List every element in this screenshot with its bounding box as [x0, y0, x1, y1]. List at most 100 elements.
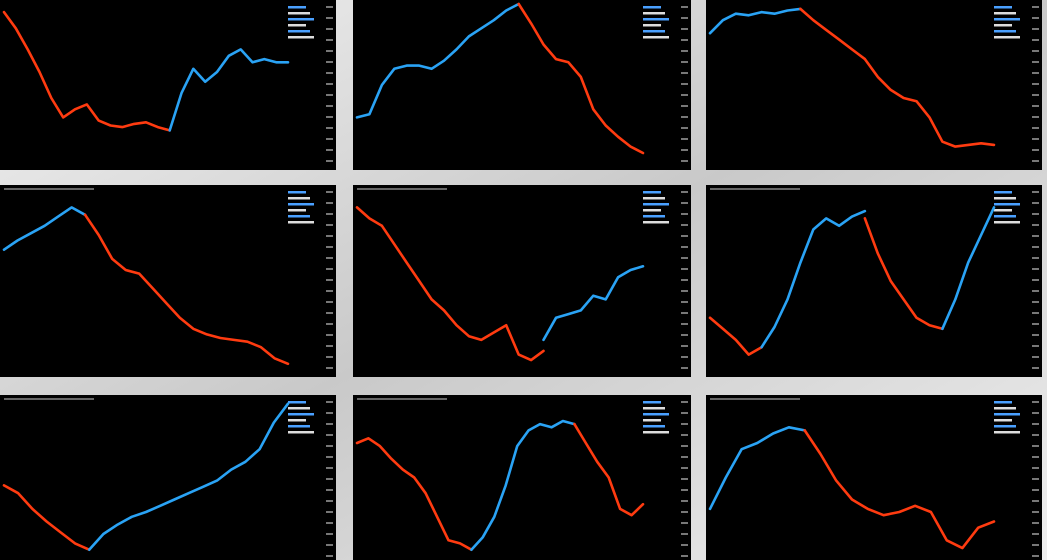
axis-label-placeholder — [1032, 489, 1039, 491]
chart-window — [0, 0, 336, 170]
chart-window — [0, 395, 336, 560]
axis-label-placeholder — [681, 28, 688, 30]
axis-label-placeholder — [1032, 257, 1039, 259]
axis-label-placeholder — [326, 467, 333, 469]
axis-label-placeholder — [1032, 202, 1039, 204]
window-caption — [4, 188, 94, 190]
axis-label-placeholder — [326, 224, 333, 226]
axis-label-placeholder — [681, 533, 688, 535]
axis-label-placeholder — [326, 356, 333, 358]
axis-label-placeholder — [326, 6, 333, 8]
axis-label-placeholder — [326, 138, 333, 140]
axis-label-placeholder — [1032, 367, 1039, 369]
info-bar — [288, 419, 306, 422]
axis-label-placeholder — [326, 334, 333, 336]
axis-label-placeholder — [681, 434, 688, 436]
axis-label-placeholder — [326, 445, 333, 447]
axis-label-placeholder — [1032, 279, 1039, 281]
axis-label-placeholder — [326, 83, 333, 85]
chart-panel — [0, 0, 336, 170]
info-bar — [288, 407, 310, 410]
info-bar — [288, 425, 310, 428]
axis-label-placeholder — [1032, 127, 1039, 129]
axis-label-placeholder — [326, 456, 333, 458]
axis-label-placeholder — [681, 257, 688, 259]
info-bar — [288, 36, 314, 39]
info-bar — [994, 215, 1016, 218]
axis-label-placeholder — [681, 323, 688, 325]
axis-label-placeholder — [681, 356, 688, 358]
axis-label-placeholder — [326, 367, 333, 369]
axis-label-placeholder — [326, 312, 333, 314]
axis-label-placeholder — [326, 489, 333, 491]
axis-label-placeholder — [1032, 345, 1039, 347]
chart-window — [0, 185, 336, 377]
info-bar — [288, 18, 314, 21]
chart-panel — [0, 185, 336, 377]
price-line — [2, 484, 91, 552]
axis-label-placeholder — [681, 72, 688, 74]
axis-label-placeholder — [1032, 94, 1039, 96]
info-bar — [288, 413, 314, 416]
axis-label-placeholder — [681, 6, 688, 8]
axis-label-placeholder — [1032, 17, 1039, 19]
axis-label-placeholder — [1032, 116, 1039, 118]
axis-label-placeholder — [1032, 138, 1039, 140]
axis-label-placeholder — [681, 301, 688, 303]
axis-label-placeholder — [1032, 213, 1039, 215]
axis-label-placeholder — [681, 511, 688, 513]
info-bar — [288, 30, 310, 33]
info-bar — [643, 401, 661, 404]
axis-label-placeholder — [681, 213, 688, 215]
axis-label-placeholder — [326, 105, 333, 107]
info-bar — [994, 12, 1016, 15]
price-line — [803, 429, 996, 550]
chart-panel — [353, 0, 691, 170]
axis-label-placeholder — [1032, 323, 1039, 325]
axis-label-placeholder — [1032, 160, 1039, 162]
axis-label-placeholder — [1032, 445, 1039, 447]
axis-label-placeholder — [681, 83, 688, 85]
axis-label-placeholder — [681, 401, 688, 403]
info-bar — [288, 191, 306, 194]
chart-panel — [353, 185, 691, 377]
axis-label-placeholder — [1032, 456, 1039, 458]
axis-label-placeholder — [326, 434, 333, 436]
axis-label-placeholder — [1032, 235, 1039, 237]
axis-label-placeholder — [681, 312, 688, 314]
chart-window — [706, 0, 1042, 170]
chart-window — [706, 395, 1042, 560]
info-bar — [994, 191, 1012, 194]
info-bar — [643, 203, 669, 206]
price-line — [2, 10, 171, 132]
axis-label-placeholder — [1032, 434, 1039, 436]
price-line — [87, 402, 290, 552]
axis-label-placeholder — [681, 555, 688, 557]
axis-label-placeholder — [681, 334, 688, 336]
axis-label-placeholder — [681, 105, 688, 107]
info-bar — [994, 431, 1020, 434]
info-bar — [643, 30, 665, 33]
axis-label-placeholder — [326, 72, 333, 74]
axis-label-placeholder — [681, 138, 688, 140]
axis-label-placeholder — [681, 423, 688, 425]
axis-label-placeholder — [681, 489, 688, 491]
axis-label-placeholder — [1032, 301, 1039, 303]
chart-window — [706, 185, 1042, 377]
axis-label-placeholder — [326, 202, 333, 204]
axis-label-placeholder — [326, 94, 333, 96]
axis-label-placeholder — [1032, 191, 1039, 193]
info-bar — [643, 425, 665, 428]
axis-label-placeholder — [326, 555, 333, 557]
axis-label-placeholder — [681, 279, 688, 281]
axis-label-placeholder — [681, 235, 688, 237]
axis-label-placeholder — [1032, 290, 1039, 292]
axis-label-placeholder — [681, 61, 688, 63]
axis-label-placeholder — [1032, 50, 1039, 52]
axis-label-placeholder — [1032, 544, 1039, 546]
axis-label-placeholder — [326, 522, 333, 524]
axis-label-placeholder — [326, 213, 333, 215]
axis-label-placeholder — [326, 290, 333, 292]
info-bar — [994, 203, 1020, 206]
axis-label-placeholder — [326, 323, 333, 325]
